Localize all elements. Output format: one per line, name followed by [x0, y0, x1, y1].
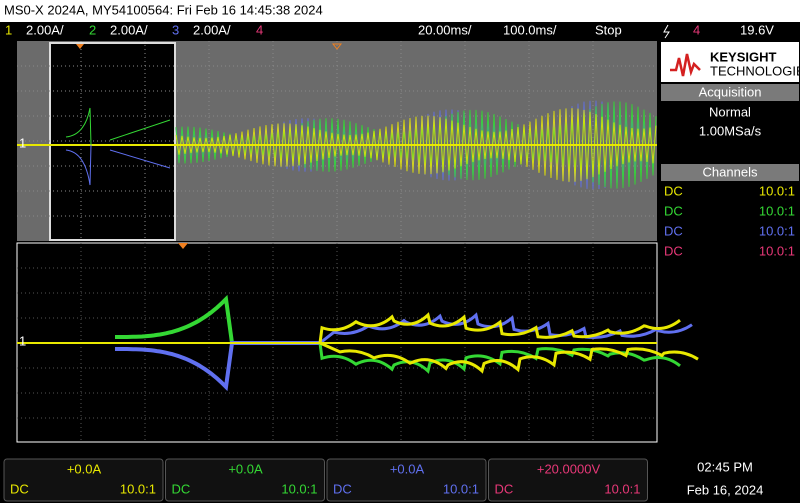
ground-marker: 1 [19, 333, 26, 348]
acquisition-mode: Normal [709, 104, 751, 119]
brand-logo [670, 53, 701, 77]
channel-offset: +0.0A [67, 461, 102, 476]
channel-probe: 10.0:1 [759, 243, 795, 258]
title-text: MS0-X 2024A, MY54100564: Fri Feb 16 14:4… [4, 2, 323, 17]
channel-scale: 2.00A/ [193, 22, 231, 37]
channel-box [165, 458, 325, 502]
channel-offset: +0.0A [228, 461, 263, 476]
channel-number: 1 [5, 22, 12, 37]
channel-box [326, 458, 487, 502]
channel-number: 4 [256, 22, 263, 37]
waveform [319, 312, 693, 345]
channel-probe: 10.0:1 [759, 183, 795, 198]
waveform [65, 107, 171, 146]
acquisition-rate: 1.00MSa/s [699, 123, 762, 138]
channel-probe: 10.0:1 [759, 203, 795, 218]
channel-probe: 10.0:1 [604, 481, 640, 496]
trigger-source: 4 [693, 22, 700, 37]
channel-box [3, 458, 164, 502]
delay[interactable]: 100.0ms/ [503, 22, 557, 37]
channel-probe: 10.0:1 [281, 481, 317, 496]
channel-offset: +0.0A [390, 461, 425, 476]
channel-box [488, 458, 648, 502]
overview-waveforms [17, 100, 657, 190]
ground-marker: 1 [19, 135, 26, 150]
channel-scale: 2.00A/ [110, 22, 148, 37]
channel-number: 2 [89, 22, 96, 37]
waveform [318, 312, 681, 344]
channel-probe: 10.0:1 [120, 481, 156, 496]
channels-title: Channels [703, 164, 758, 179]
trigger-marker [178, 243, 188, 249]
trigger-marker [76, 44, 84, 49]
waveform [175, 108, 657, 182]
channel-coupling: DC [10, 481, 29, 496]
zoom-waveforms [17, 294, 699, 392]
brand-name: KEYSIGHT [710, 49, 777, 64]
channel-coupling: DC [664, 243, 683, 258]
channel-offset: +20.0000V [537, 461, 601, 476]
channel-coupling: DC [664, 183, 683, 198]
zoom-window [49, 42, 176, 241]
channel-coupling: DC [172, 481, 191, 496]
channel-coupling: DC [333, 481, 352, 496]
trigger-icon [663, 24, 670, 39]
channel-coupling: DC [664, 223, 683, 238]
waveform [65, 144, 171, 186]
channel-probe: 10.0:1 [443, 481, 479, 496]
title-bar [0, 0, 800, 22]
trigger-marker [331, 43, 343, 50]
channel-coupling: DC [495, 481, 514, 496]
channel-coupling: DC [664, 203, 683, 218]
brand-sub: TECHNOLOGIES [710, 63, 800, 78]
acquisition-header [661, 84, 799, 101]
acquisition-title: Acquisition [699, 84, 762, 99]
waveform [115, 341, 320, 392]
channel-probe: 10.0:1 [759, 223, 795, 238]
channel-number: 3 [172, 22, 179, 37]
trigger-level: 19.6V [740, 22, 774, 37]
channels-header [661, 164, 799, 181]
waveform [115, 294, 320, 345]
timebase[interactable]: 20.00ms/ [418, 22, 472, 37]
run-state[interactable]: Stop [595, 22, 622, 37]
channel-rows: DC 10.0:1 DC 10.0:1 DC 10.0:1 DC 10.0:1 [664, 183, 795, 258]
clock-date: Feb 16, 2024 [687, 482, 764, 497]
waveform [319, 341, 699, 374]
channel-scale: 2.00A/ [26, 22, 64, 37]
clock-time: 02:45 PM [697, 459, 753, 474]
